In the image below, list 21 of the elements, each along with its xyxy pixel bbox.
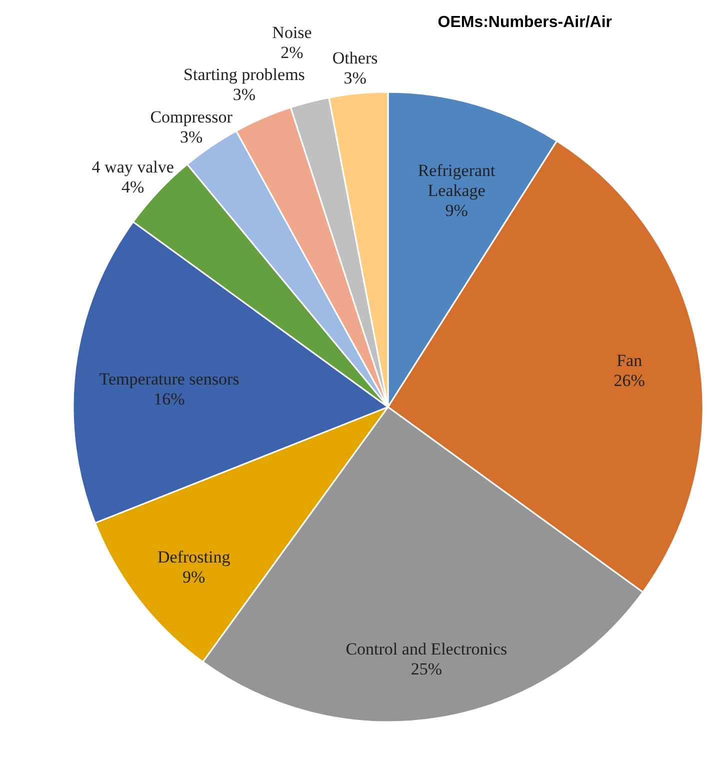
slice-label: Others xyxy=(332,48,378,68)
data-label: 2% xyxy=(280,43,304,62)
slice-label: Defrosting xyxy=(158,548,231,567)
data-label: 3% xyxy=(180,128,203,147)
data-label: 3% xyxy=(344,68,366,88)
chart-title: OEMs:Numbers-Air/Air xyxy=(438,14,612,31)
data-label: 9% xyxy=(182,568,206,587)
data-label: 25% xyxy=(410,660,442,679)
slice-label: Temperature sensors xyxy=(99,369,240,388)
data-label: 3% xyxy=(232,84,256,104)
slice-label: Control and Electronics xyxy=(346,640,508,659)
slice-label: Fan xyxy=(616,350,643,370)
slice-label: 4 way valve xyxy=(92,157,174,176)
slice-label: Compressor xyxy=(150,108,233,127)
data-label: 4% xyxy=(122,177,144,196)
slice-label: Starting problems xyxy=(184,64,305,84)
slice-label: Noise xyxy=(272,23,312,42)
data-label: 16% xyxy=(154,389,185,408)
data-label: 9% xyxy=(445,201,468,220)
data-label: 26% xyxy=(614,370,645,390)
slice-label: Refrigerant Leakage xyxy=(418,161,496,200)
